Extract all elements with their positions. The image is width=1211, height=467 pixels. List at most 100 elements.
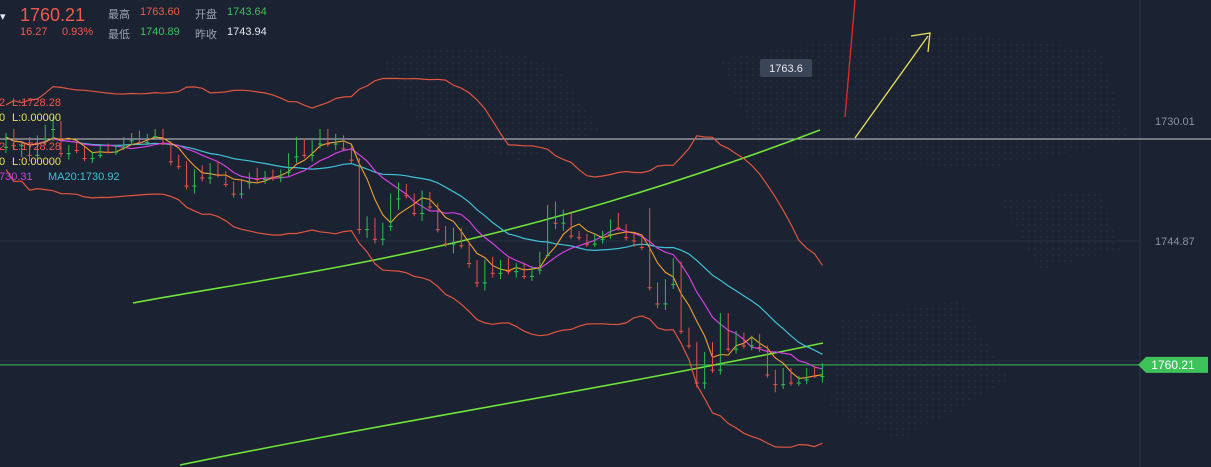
candle-body	[474, 282, 480, 284]
price-change-percent: 0.93%	[62, 26, 94, 38]
candle-body	[208, 177, 213, 179]
candle-body	[741, 345, 746, 347]
candle-body	[820, 376, 825, 378]
candle-body	[514, 271, 519, 273]
candle-body	[624, 237, 629, 239]
prev-close-label: 昨收	[195, 29, 217, 41]
candle-body	[262, 179, 268, 181]
candle-body	[184, 185, 189, 187]
candle-body	[733, 348, 739, 350]
candle-body	[592, 243, 597, 245]
candle-body	[349, 159, 354, 161]
candle-body	[365, 229, 370, 231]
candle-body	[35, 154, 40, 156]
indicator-1-prefix: 2	[0, 97, 6, 109]
candle-body	[419, 212, 425, 214]
candle-body	[671, 284, 676, 286]
indicator-3-value: L:1728.28	[12, 141, 61, 153]
candle-body	[105, 151, 111, 153]
bollinger-upper	[5, 169, 823, 448]
candle-body	[451, 243, 456, 245]
candle-body	[522, 275, 527, 277]
candle-body	[631, 240, 637, 242]
candle-body	[443, 243, 448, 245]
collapse-arrow-icon[interactable]: ▾	[0, 11, 6, 23]
map-texture	[1000, 190, 1120, 270]
candle-body	[388, 225, 393, 227]
candle-body	[788, 382, 794, 384]
map-texture	[830, 300, 1010, 440]
y-axis-tick-label: 1730.01	[1155, 116, 1195, 128]
candle-body	[168, 161, 173, 163]
candle-body	[247, 182, 252, 184]
low-value: 1740.89	[140, 26, 180, 38]
prev-close-value: 1743.94	[227, 26, 267, 38]
candle-body	[561, 222, 566, 224]
candle-body	[200, 177, 205, 179]
candle-body	[145, 141, 150, 143]
high-annotation-box	[760, 59, 812, 77]
candle-body	[663, 303, 668, 305]
candle-body	[66, 153, 71, 155]
candle-body	[223, 183, 228, 185]
candle-body	[490, 272, 495, 274]
candle-body	[113, 151, 118, 153]
candle-body	[482, 282, 487, 284]
candle-body	[255, 179, 260, 181]
candle-body	[757, 347, 762, 349]
candle-body	[215, 174, 221, 176]
high-annotation-label: 1763.6	[769, 63, 803, 75]
indicator-3-prefix: 2	[0, 141, 6, 153]
low-label: 最低	[108, 29, 130, 41]
candle-body	[608, 233, 613, 235]
candle-body	[812, 376, 817, 378]
candle-body	[19, 145, 24, 147]
candle-body	[412, 212, 417, 214]
candle-body	[749, 345, 754, 347]
candle-body	[467, 263, 472, 265]
map-texture	[720, 37, 1130, 171]
candle-body	[427, 206, 432, 208]
indicator-2-prefix: 0	[0, 112, 6, 124]
candle-body	[239, 193, 244, 195]
candle-body	[710, 369, 715, 371]
candle-body	[129, 140, 134, 142]
indicator-4-prefix: 0	[0, 156, 6, 168]
candle-body	[11, 145, 16, 147]
candle-body	[231, 193, 236, 195]
candle-body	[3, 146, 9, 148]
candle-body	[600, 238, 605, 240]
candle-body	[435, 229, 440, 231]
indicator-1-value: L:1728.28	[12, 97, 61, 109]
candle-body	[506, 271, 511, 273]
candle-body	[545, 254, 550, 256]
candle-body	[553, 222, 558, 224]
candle-body	[726, 348, 731, 350]
candle-body	[192, 185, 197, 187]
candle-body	[686, 345, 692, 347]
candle-body	[765, 374, 770, 376]
yellow-trend-arrow	[854, 35, 929, 139]
candle-body	[804, 379, 809, 381]
yellow-arrow-head-icon	[910, 32, 931, 53]
y-axis-tick-label: 1744.87	[1155, 236, 1195, 248]
candle-body	[82, 158, 87, 160]
candle-body	[569, 235, 574, 237]
candle-body	[160, 143, 166, 145]
candle-body	[58, 153, 64, 155]
candle-body	[639, 246, 644, 248]
upper-channel-line	[132, 129, 821, 304]
candle-body	[98, 154, 103, 156]
candle-body	[278, 176, 283, 178]
candle-body	[773, 384, 778, 386]
red-trend-line	[844, 0, 856, 118]
last-price-tag	[1138, 356, 1208, 373]
candle-body	[781, 384, 786, 386]
ma10-line	[5, 136, 823, 370]
candle-body	[647, 287, 652, 289]
lower-channel-line	[179, 342, 824, 466]
candle-body	[679, 330, 684, 332]
high-value: 1763.60	[140, 6, 180, 18]
candle-body	[396, 198, 401, 200]
